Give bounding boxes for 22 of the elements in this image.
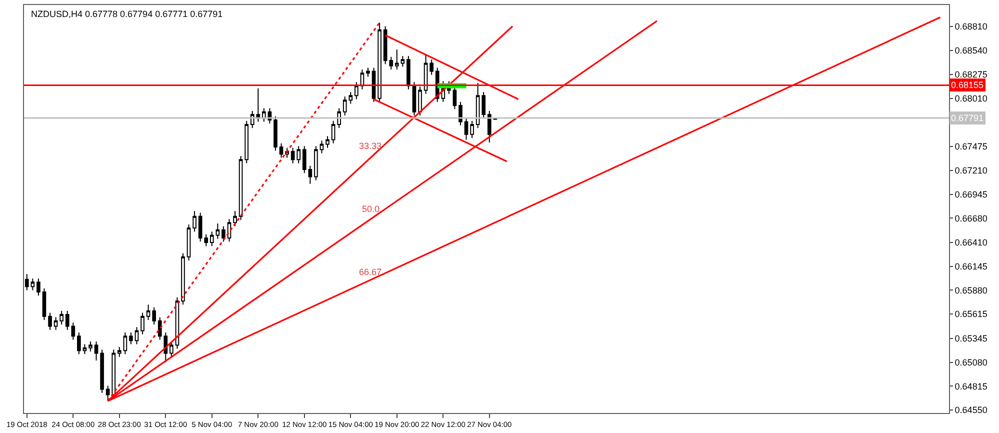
y-tick-label: 0.67475 (954, 142, 988, 152)
annotation: 66.67 (359, 267, 382, 277)
ref-line-label: 0.67791 (951, 113, 984, 123)
y-tick-label: 0.67210 (954, 166, 988, 176)
chart-title: NZDUSD,H4 0.67778 0.67794 0.67771 0.67791 (31, 9, 223, 19)
y-tick-label: 0.66410 (954, 238, 988, 248)
y-tick-label: 0.68540 (954, 46, 988, 56)
y-tick-label: 0.66145 (954, 261, 988, 272)
y-tick-label: 0.64815 (954, 381, 988, 392)
ref-line-label: 0.68155 (951, 80, 984, 90)
y-tick-label: 0.68810 (954, 21, 988, 32)
y-tick-label: 0.65080 (954, 357, 988, 368)
y-tick-label: 0.65345 (954, 334, 988, 344)
y-tick-label: 0.64550 (954, 405, 988, 416)
y-tick-label: 0.68010 (954, 93, 988, 104)
y-tick-label: 0.65880 (954, 285, 988, 296)
y-tick-label: 0.68275 (954, 70, 988, 80)
annotation: 33.33 (359, 141, 382, 151)
y-tick-label: 0.66680 (954, 213, 988, 224)
y-tick-label: 0.65615 (954, 309, 988, 320)
y-tick-label: 0.66945 (954, 189, 988, 200)
annotation: 50.0 (362, 204, 380, 214)
